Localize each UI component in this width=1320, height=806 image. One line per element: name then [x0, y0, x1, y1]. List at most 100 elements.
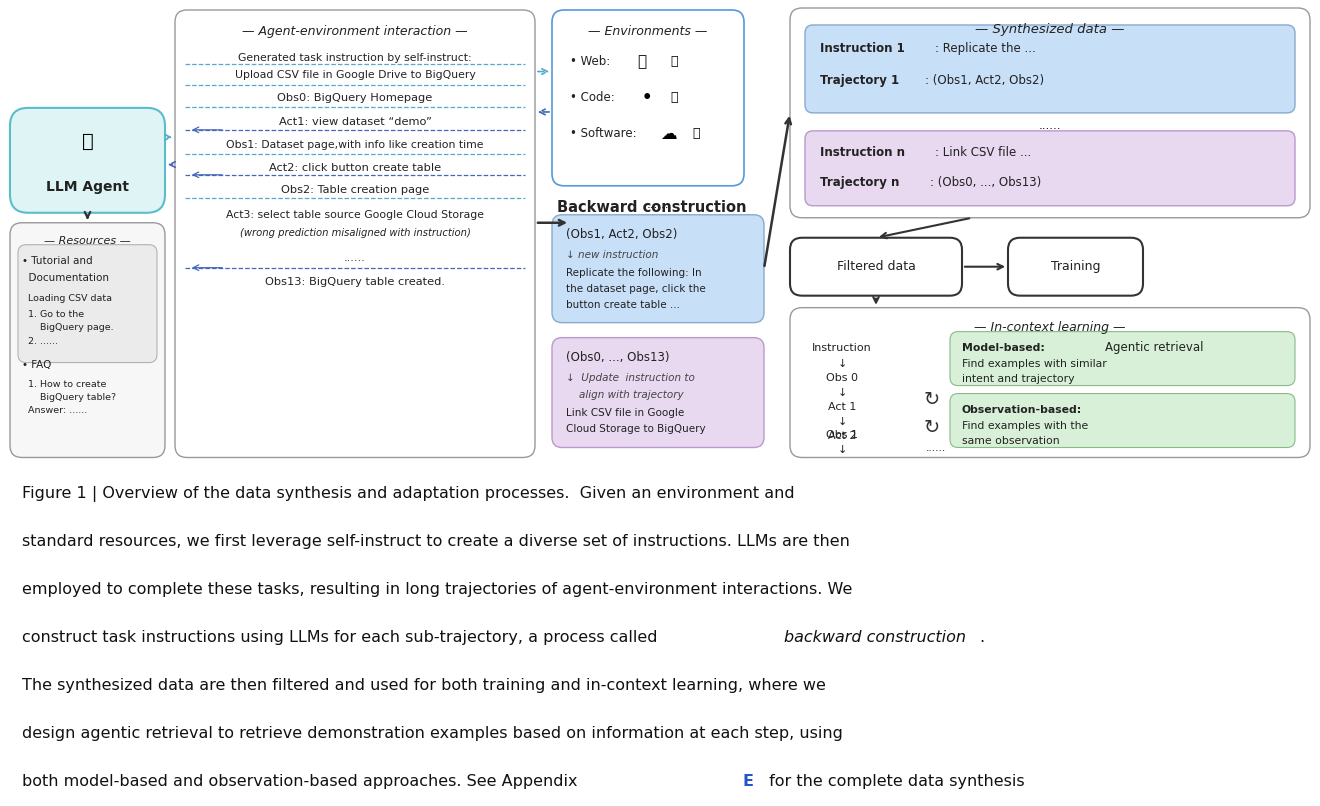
Text: The synthesized data are then filtered and used for both training and in-context: The synthesized data are then filtered a… — [22, 678, 826, 693]
Text: backward construction: backward construction — [784, 629, 966, 645]
Text: Loading CSV data: Loading CSV data — [22, 294, 112, 303]
Text: ↓  Update  instruction to: ↓ Update instruction to — [566, 372, 694, 383]
Text: Act 2: Act 2 — [828, 430, 857, 441]
Text: Training: Training — [1051, 260, 1101, 273]
Text: Instruction n: Instruction n — [820, 147, 906, 160]
Text: — Synthesized data —: — Synthesized data — — [975, 23, 1125, 36]
Text: (wrong prediction misaligned with instruction): (wrong prediction misaligned with instru… — [239, 228, 470, 238]
Text: — Resources —: — Resources — — [44, 235, 131, 246]
Text: ↓: ↓ — [837, 444, 846, 455]
FancyBboxPatch shape — [18, 245, 157, 363]
Text: ......: ...... — [1039, 119, 1061, 132]
Text: : (Obs0, ..., Obs13): : (Obs0, ..., Obs13) — [931, 177, 1041, 189]
FancyBboxPatch shape — [176, 10, 535, 458]
Text: Find examples with the: Find examples with the — [962, 421, 1088, 430]
Text: Answer: ......: Answer: ...... — [22, 406, 87, 415]
Text: ☁: ☁ — [660, 125, 677, 143]
Text: : Replicate the ...: : Replicate the ... — [935, 43, 1036, 56]
Text: Model-based:: Model-based: — [962, 343, 1045, 352]
Text: Documentation: Documentation — [22, 272, 110, 283]
Text: — Agent-environment interaction —: — Agent-environment interaction — — [242, 26, 467, 39]
Text: : (Obs1, Act2, Obs2): : (Obs1, Act2, Obs2) — [925, 74, 1044, 87]
Text: Obs1: Dataset page,with info like creation time: Obs1: Dataset page,with info like creati… — [226, 139, 483, 150]
FancyBboxPatch shape — [552, 214, 764, 322]
Text: 2. ......: 2. ...... — [22, 337, 58, 346]
Text: 🌐: 🌐 — [638, 55, 645, 69]
Text: Figure 1 | Overview of the data synthesis and adaptation processes.  Given an en: Figure 1 | Overview of the data synthesi… — [22, 485, 795, 501]
Text: same observation: same observation — [962, 435, 1060, 446]
Text: for the complete data synthesis: for the complete data synthesis — [764, 774, 1024, 789]
Text: Trajectory n: Trajectory n — [820, 177, 899, 189]
Text: (Obs0, ..., Obs13): (Obs0, ..., Obs13) — [566, 351, 669, 364]
Text: employed to complete these tasks, resulting in long trajectories of agent-enviro: employed to complete these tasks, result… — [22, 582, 853, 596]
Text: ↓ new instruction: ↓ new instruction — [566, 250, 659, 260]
Text: 🪄: 🪄 — [692, 127, 700, 140]
Text: Act 1: Act 1 — [828, 401, 857, 412]
Text: • FAQ: • FAQ — [22, 359, 51, 370]
Text: : Link CSV file ...: : Link CSV file ... — [935, 147, 1031, 160]
Text: ↻: ↻ — [924, 390, 940, 409]
Text: Upload CSV file in Google Drive to BigQuery: Upload CSV file in Google Drive to BigQu… — [235, 70, 475, 80]
Text: ↓: ↓ — [837, 417, 846, 426]
Text: 🔴: 🔴 — [671, 56, 677, 69]
Text: ↓: ↓ — [837, 359, 846, 368]
Text: Find examples with similar: Find examples with similar — [962, 359, 1106, 368]
FancyBboxPatch shape — [805, 131, 1295, 206]
Text: intent and trajectory: intent and trajectory — [962, 373, 1074, 384]
Text: Instruction: Instruction — [812, 343, 873, 352]
Text: Act1: view dataset “demo”: Act1: view dataset “demo” — [279, 117, 432, 127]
Text: construct task instructions using LLMs for each sub-trajectory, a process called: construct task instructions using LLMs f… — [22, 629, 663, 645]
Text: Backward construction: Backward construction — [557, 200, 747, 215]
Text: BigQuery table?: BigQuery table? — [22, 393, 116, 402]
Text: Obs 0: Obs 0 — [826, 372, 858, 383]
Text: standard resources, we first leverage self-instruct to create a diverse set of i: standard resources, we first leverage se… — [22, 534, 850, 549]
FancyBboxPatch shape — [789, 308, 1309, 458]
Text: • Tutorial and: • Tutorial and — [22, 256, 92, 266]
Text: Observation-based:: Observation-based: — [962, 405, 1082, 414]
Text: design agentic retrieval to retrieve demonstration examples based on information: design agentic retrieval to retrieve dem… — [22, 726, 843, 741]
Text: • Web:: • Web: — [570, 56, 610, 69]
Text: both model-based and observation-based approaches. See Appendix: both model-based and observation-based a… — [22, 774, 582, 789]
Text: 🖥: 🖥 — [671, 91, 677, 105]
Text: Trajectory 1: Trajectory 1 — [820, 74, 899, 87]
Text: BigQuery page.: BigQuery page. — [22, 323, 114, 332]
FancyBboxPatch shape — [11, 222, 165, 458]
Text: ↻: ↻ — [924, 418, 940, 437]
Text: Act2: click button create table: Act2: click button create table — [269, 163, 441, 172]
Text: Agentic retrieval: Agentic retrieval — [1105, 341, 1204, 354]
Text: ......: ...... — [345, 253, 366, 263]
FancyBboxPatch shape — [11, 108, 165, 213]
FancyBboxPatch shape — [789, 8, 1309, 218]
Text: ......: ...... — [647, 198, 669, 211]
Text: Generated task instruction by self-instruct:: Generated task instruction by self-instr… — [238, 53, 471, 63]
FancyBboxPatch shape — [950, 331, 1295, 385]
FancyBboxPatch shape — [1008, 238, 1143, 296]
Text: (Obs1, Act2, Obs2): (Obs1, Act2, Obs2) — [566, 228, 677, 241]
Text: Obs 1: Obs 1 — [826, 430, 858, 439]
Text: Link CSV file in Google: Link CSV file in Google — [566, 408, 684, 418]
Text: Obs0: BigQuery Homepage: Obs0: BigQuery Homepage — [277, 93, 433, 103]
Text: 1. Go to the: 1. Go to the — [22, 310, 84, 319]
Text: Act3: select table source Google Cloud Storage: Act3: select table source Google Cloud S… — [226, 210, 484, 220]
Text: E: E — [742, 774, 752, 789]
Text: Filtered data: Filtered data — [837, 260, 916, 273]
Text: 1. How to create: 1. How to create — [22, 380, 107, 389]
Text: 🤖: 🤖 — [82, 132, 94, 151]
Text: ......: ...... — [925, 442, 945, 452]
FancyBboxPatch shape — [552, 338, 764, 447]
FancyBboxPatch shape — [805, 25, 1295, 113]
Text: align with trajectory: align with trajectory — [566, 389, 684, 400]
Text: Replicate the following: In: Replicate the following: In — [566, 268, 702, 278]
FancyBboxPatch shape — [789, 238, 962, 296]
Text: Obs2: Table creation page: Obs2: Table creation page — [281, 185, 429, 195]
Text: • Software:: • Software: — [570, 127, 636, 140]
FancyBboxPatch shape — [552, 10, 744, 186]
Text: LLM Agent: LLM Agent — [46, 180, 129, 193]
Text: the dataset page, click the: the dataset page, click the — [566, 284, 706, 293]
FancyBboxPatch shape — [950, 393, 1295, 447]
Text: ↓: ↓ — [837, 388, 846, 397]
Text: Cloud Storage to BigQuery: Cloud Storage to BigQuery — [566, 423, 706, 434]
Text: — Environments —: — Environments — — [589, 26, 708, 39]
Text: ⚫: ⚫ — [642, 91, 652, 105]
Text: .: . — [979, 629, 985, 645]
